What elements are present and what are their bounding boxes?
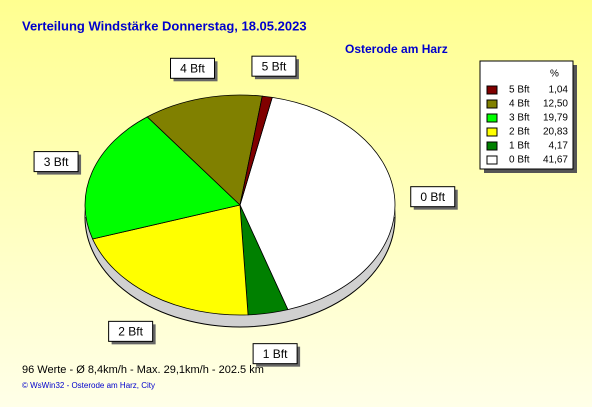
slice-label: 0 Bft — [420, 190, 445, 204]
slice-label: 2 Bft — [118, 325, 143, 339]
legend-label: 0 Bft — [509, 155, 530, 166]
pie-slice — [146, 94, 263, 206]
label-box — [252, 343, 298, 365]
pie-slice — [92, 204, 249, 316]
pie-slice — [239, 95, 273, 206]
legend-value: 12,50 — [543, 99, 568, 110]
legend-title: % — [550, 69, 559, 80]
label-box — [251, 55, 297, 77]
pie-slice — [239, 96, 396, 311]
legend-swatch — [486, 85, 498, 95]
label-box — [410, 186, 456, 208]
chart-title: Verteilung Windstärke Donnerstag, 18.05.… — [22, 18, 307, 33]
legend-value: 20,83 — [543, 127, 568, 138]
slice-label: 1 Bft — [263, 347, 288, 361]
legend-value: 4,17 — [549, 141, 569, 152]
credit: © WsWin32 - Osterode am Harz, City — [22, 381, 155, 390]
legend-swatch — [486, 155, 498, 165]
legend-swatch — [486, 113, 498, 123]
footer-stats: 96 Werte - Ø 8,4km/h - Max. 29,1km/h - 2… — [22, 364, 264, 376]
legend-label: 1 Bft — [509, 141, 530, 152]
legend-swatch — [486, 99, 498, 109]
legend-label: 2 Bft — [509, 127, 530, 138]
legend-swatch — [486, 127, 498, 137]
pie-slice — [84, 116, 241, 240]
legend-label: 4 Bft — [509, 99, 530, 110]
legend-value: 1,04 — [549, 85, 569, 96]
legend-value: 19,79 — [543, 113, 568, 124]
slice-label: 3 Bft — [44, 155, 69, 169]
legend-label: 3 Bft — [509, 113, 530, 124]
slice-label: 5 Bft — [262, 59, 287, 73]
legend-swatch — [486, 141, 498, 151]
label-box — [170, 57, 216, 79]
label-box — [33, 151, 79, 173]
slice-label: 4 Bft — [180, 61, 205, 75]
chart-subtitle: Osterode am Harz — [345, 42, 448, 56]
label-box — [108, 320, 154, 342]
legend-value: 41,67 — [543, 155, 568, 166]
legend-label: 5 Bft — [509, 85, 530, 96]
